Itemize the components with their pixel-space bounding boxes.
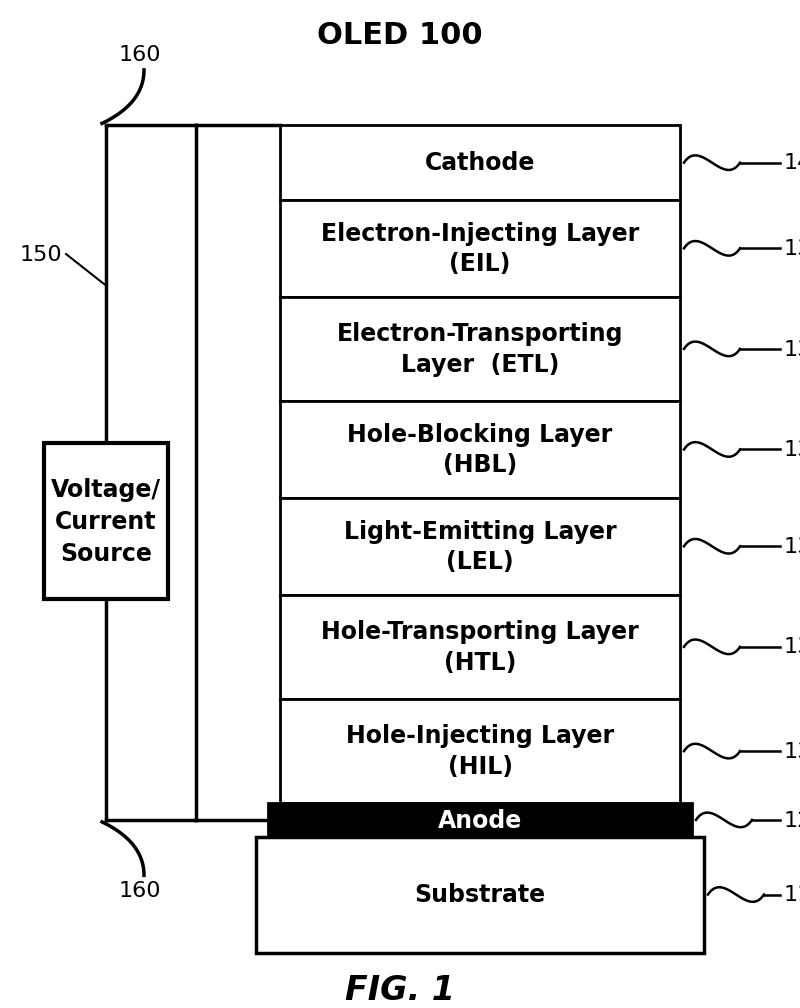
Text: Electron-Injecting Layer
(EIL): Electron-Injecting Layer (EIL)	[321, 222, 639, 276]
Bar	[256, 837, 704, 953]
Text: FIG. 1: FIG. 1	[345, 974, 455, 1006]
Text: 140: 140	[784, 153, 800, 173]
Text: 110: 110	[784, 885, 800, 904]
Text: 132: 132	[784, 637, 800, 657]
Text: Cathode: Cathode	[425, 151, 535, 175]
Text: Electron-Transporting
Layer  (ETL): Electron-Transporting Layer (ETL)	[337, 322, 623, 377]
Bar	[280, 201, 680, 297]
Text: 130: 130	[784, 741, 800, 761]
Text: Light-Emitting Layer
(LEL): Light-Emitting Layer (LEL)	[344, 519, 616, 574]
Text: Anode: Anode	[438, 808, 522, 832]
Text: 135: 135	[784, 439, 800, 460]
Text: Hole-Blocking Layer
(HBL): Hole-Blocking Layer (HBL)	[347, 422, 613, 477]
Bar	[280, 595, 680, 700]
Text: 134: 134	[784, 536, 800, 556]
Text: 150: 150	[19, 245, 62, 264]
Bar	[268, 803, 692, 837]
Text: 160: 160	[118, 881, 162, 900]
Text: Substrate: Substrate	[414, 883, 546, 906]
Bar	[280, 700, 680, 803]
Text: Hole-Transporting Layer
(HTL): Hole-Transporting Layer (HTL)	[321, 620, 639, 674]
Text: 160: 160	[118, 45, 162, 66]
Bar	[44, 444, 168, 600]
Text: OLED 100: OLED 100	[317, 21, 483, 49]
Text: 120: 120	[784, 810, 800, 830]
Text: 136: 136	[784, 340, 800, 359]
Text: 138: 138	[784, 239, 800, 259]
Bar	[280, 126, 680, 201]
Bar	[280, 498, 680, 595]
Text: Hole-Injecting Layer
(HIL): Hole-Injecting Layer (HIL)	[346, 724, 614, 778]
Bar	[280, 401, 680, 498]
Bar	[280, 297, 680, 401]
Text: Voltage/
Current
Source: Voltage/ Current Source	[51, 478, 161, 565]
